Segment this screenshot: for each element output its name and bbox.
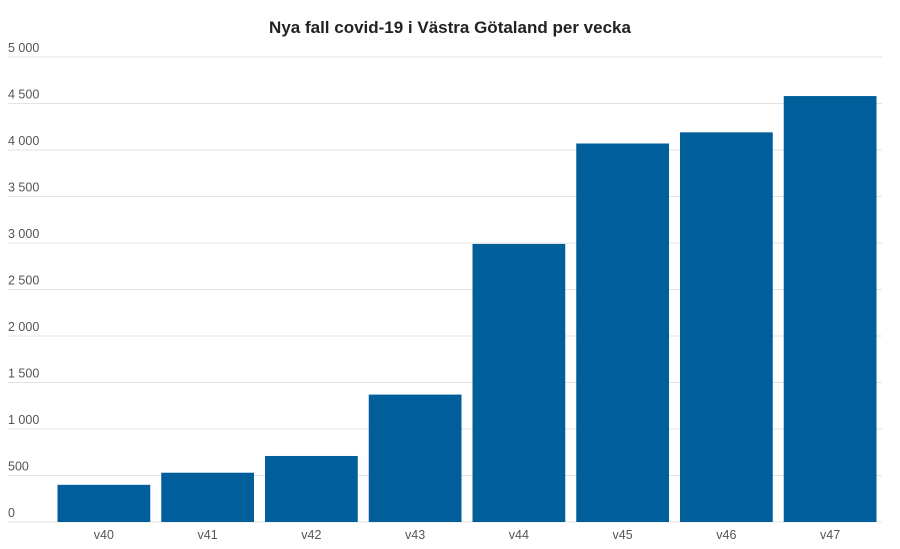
y-tick-label: 4 500 bbox=[8, 88, 39, 102]
y-tick-label: 3 000 bbox=[8, 227, 39, 241]
bar bbox=[57, 484, 151, 522]
x-tick-label: v44 bbox=[509, 528, 529, 542]
bar bbox=[783, 96, 877, 522]
bar bbox=[161, 472, 254, 522]
y-tick-label: 1 500 bbox=[8, 367, 39, 381]
y-tick-label: 1 000 bbox=[8, 413, 39, 427]
y-tick-label: 4 000 bbox=[8, 134, 39, 148]
bar bbox=[576, 143, 669, 523]
x-tick-label: v47 bbox=[820, 528, 840, 542]
chart-title: Nya fall covid-19 i Västra Götaland per … bbox=[269, 18, 631, 37]
y-tick-label: 500 bbox=[8, 460, 29, 474]
x-tick-label: v42 bbox=[301, 528, 321, 542]
x-tick-label: v40 bbox=[94, 528, 114, 542]
bar bbox=[368, 394, 462, 522]
y-tick-label: 5 000 bbox=[8, 41, 39, 55]
y-tick-label: 2 000 bbox=[8, 320, 39, 334]
x-tick-label: v46 bbox=[716, 528, 736, 542]
x-tick-label: v45 bbox=[613, 528, 633, 542]
x-tick-label: v41 bbox=[198, 528, 218, 542]
bar bbox=[472, 243, 566, 522]
bar bbox=[265, 455, 358, 522]
y-tick-label: 3 500 bbox=[8, 181, 39, 195]
y-tick-label: 2 500 bbox=[8, 274, 39, 288]
y-tick-label: 0 bbox=[8, 506, 15, 520]
x-tick-label: v43 bbox=[405, 528, 425, 542]
bar bbox=[680, 132, 773, 522]
